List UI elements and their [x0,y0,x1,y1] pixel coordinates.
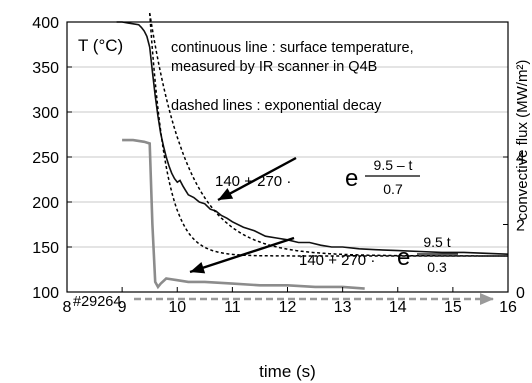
shot-number-label: #29264 [73,294,121,310]
legend-continuous-line-2: measured by IR scanner in Q4B [171,59,377,75]
formula-1-numerator: 9.5 – t [374,157,413,173]
axes [66,21,509,293]
y-axis-label-right: convective flux (MW/m²) [514,60,531,221]
series-line-2 [148,12,508,257]
formula-tau-0-3: 140 + 270 · e 9.5 t 0.3 [299,234,458,275]
x-tick-label: 16 [499,299,517,316]
formula-2-denominator: 0.3 [427,259,447,275]
formula-1-e: e [345,165,358,192]
x-tick-label: 11 [224,299,241,316]
x-axis-label: time (s) [259,362,316,381]
y-tick-label-right: 0 [516,285,525,302]
y-tick-label-left: 350 [32,60,59,77]
annotation-arrows [134,156,494,305]
tick-labels: 8 9 10 11 12 13 14 15 16 100 150 200 250 300 350 400 0 2 4 [32,15,525,316]
y-axis-label-left: T (°C) [78,36,123,55]
arrow-formula-2-head [190,261,206,274]
x-tick-label: 12 [279,299,297,316]
legend-continuous-line: continuous line : surface temperature, [171,40,414,56]
x-tick-label: 14 [389,299,407,316]
arrow-formula-2-shaft [189,236,295,274]
arrow-formula-1-shaft [217,156,297,202]
x-tick-label: 8 [63,299,72,316]
x-tick-label: 13 [334,299,352,316]
formula-2-numerator: 9.5 t [423,234,450,250]
y-tick-label-left: 250 [32,150,59,167]
x-tick-label: 9 [118,299,127,316]
formula-2-prefix: 140 + 270 · [299,252,375,269]
x-tick-label: 15 [444,299,462,316]
series-line-0 [116,21,509,255]
y-tick-label-left: 300 [32,105,59,122]
y-tick-label-left: 200 [32,195,59,212]
formula-1-denominator: 0.7 [383,181,403,197]
y-tick-label-right: 4 [516,150,525,167]
arrow-time-head [480,293,494,305]
series-line-3 [122,138,365,290]
y-tick-label-left: 150 [32,240,59,257]
grid-lines [67,66,508,248]
series-line-1 [148,12,508,257]
y-tick-label-left: 400 [32,15,59,32]
y-tick-label-left: 100 [32,285,59,302]
legend-dashed-lines: dashed lines : exponential decay [171,98,382,114]
y-tick-label-right: 2 [516,218,525,235]
formula-2-e: e [397,244,410,271]
series-group [116,12,509,290]
x-tick-label: 10 [168,299,186,316]
arrow-formula-1-head [218,188,234,200]
formula-tau-0-7: 140 + 270 · e 9.5 – t 0.7 [215,157,420,197]
